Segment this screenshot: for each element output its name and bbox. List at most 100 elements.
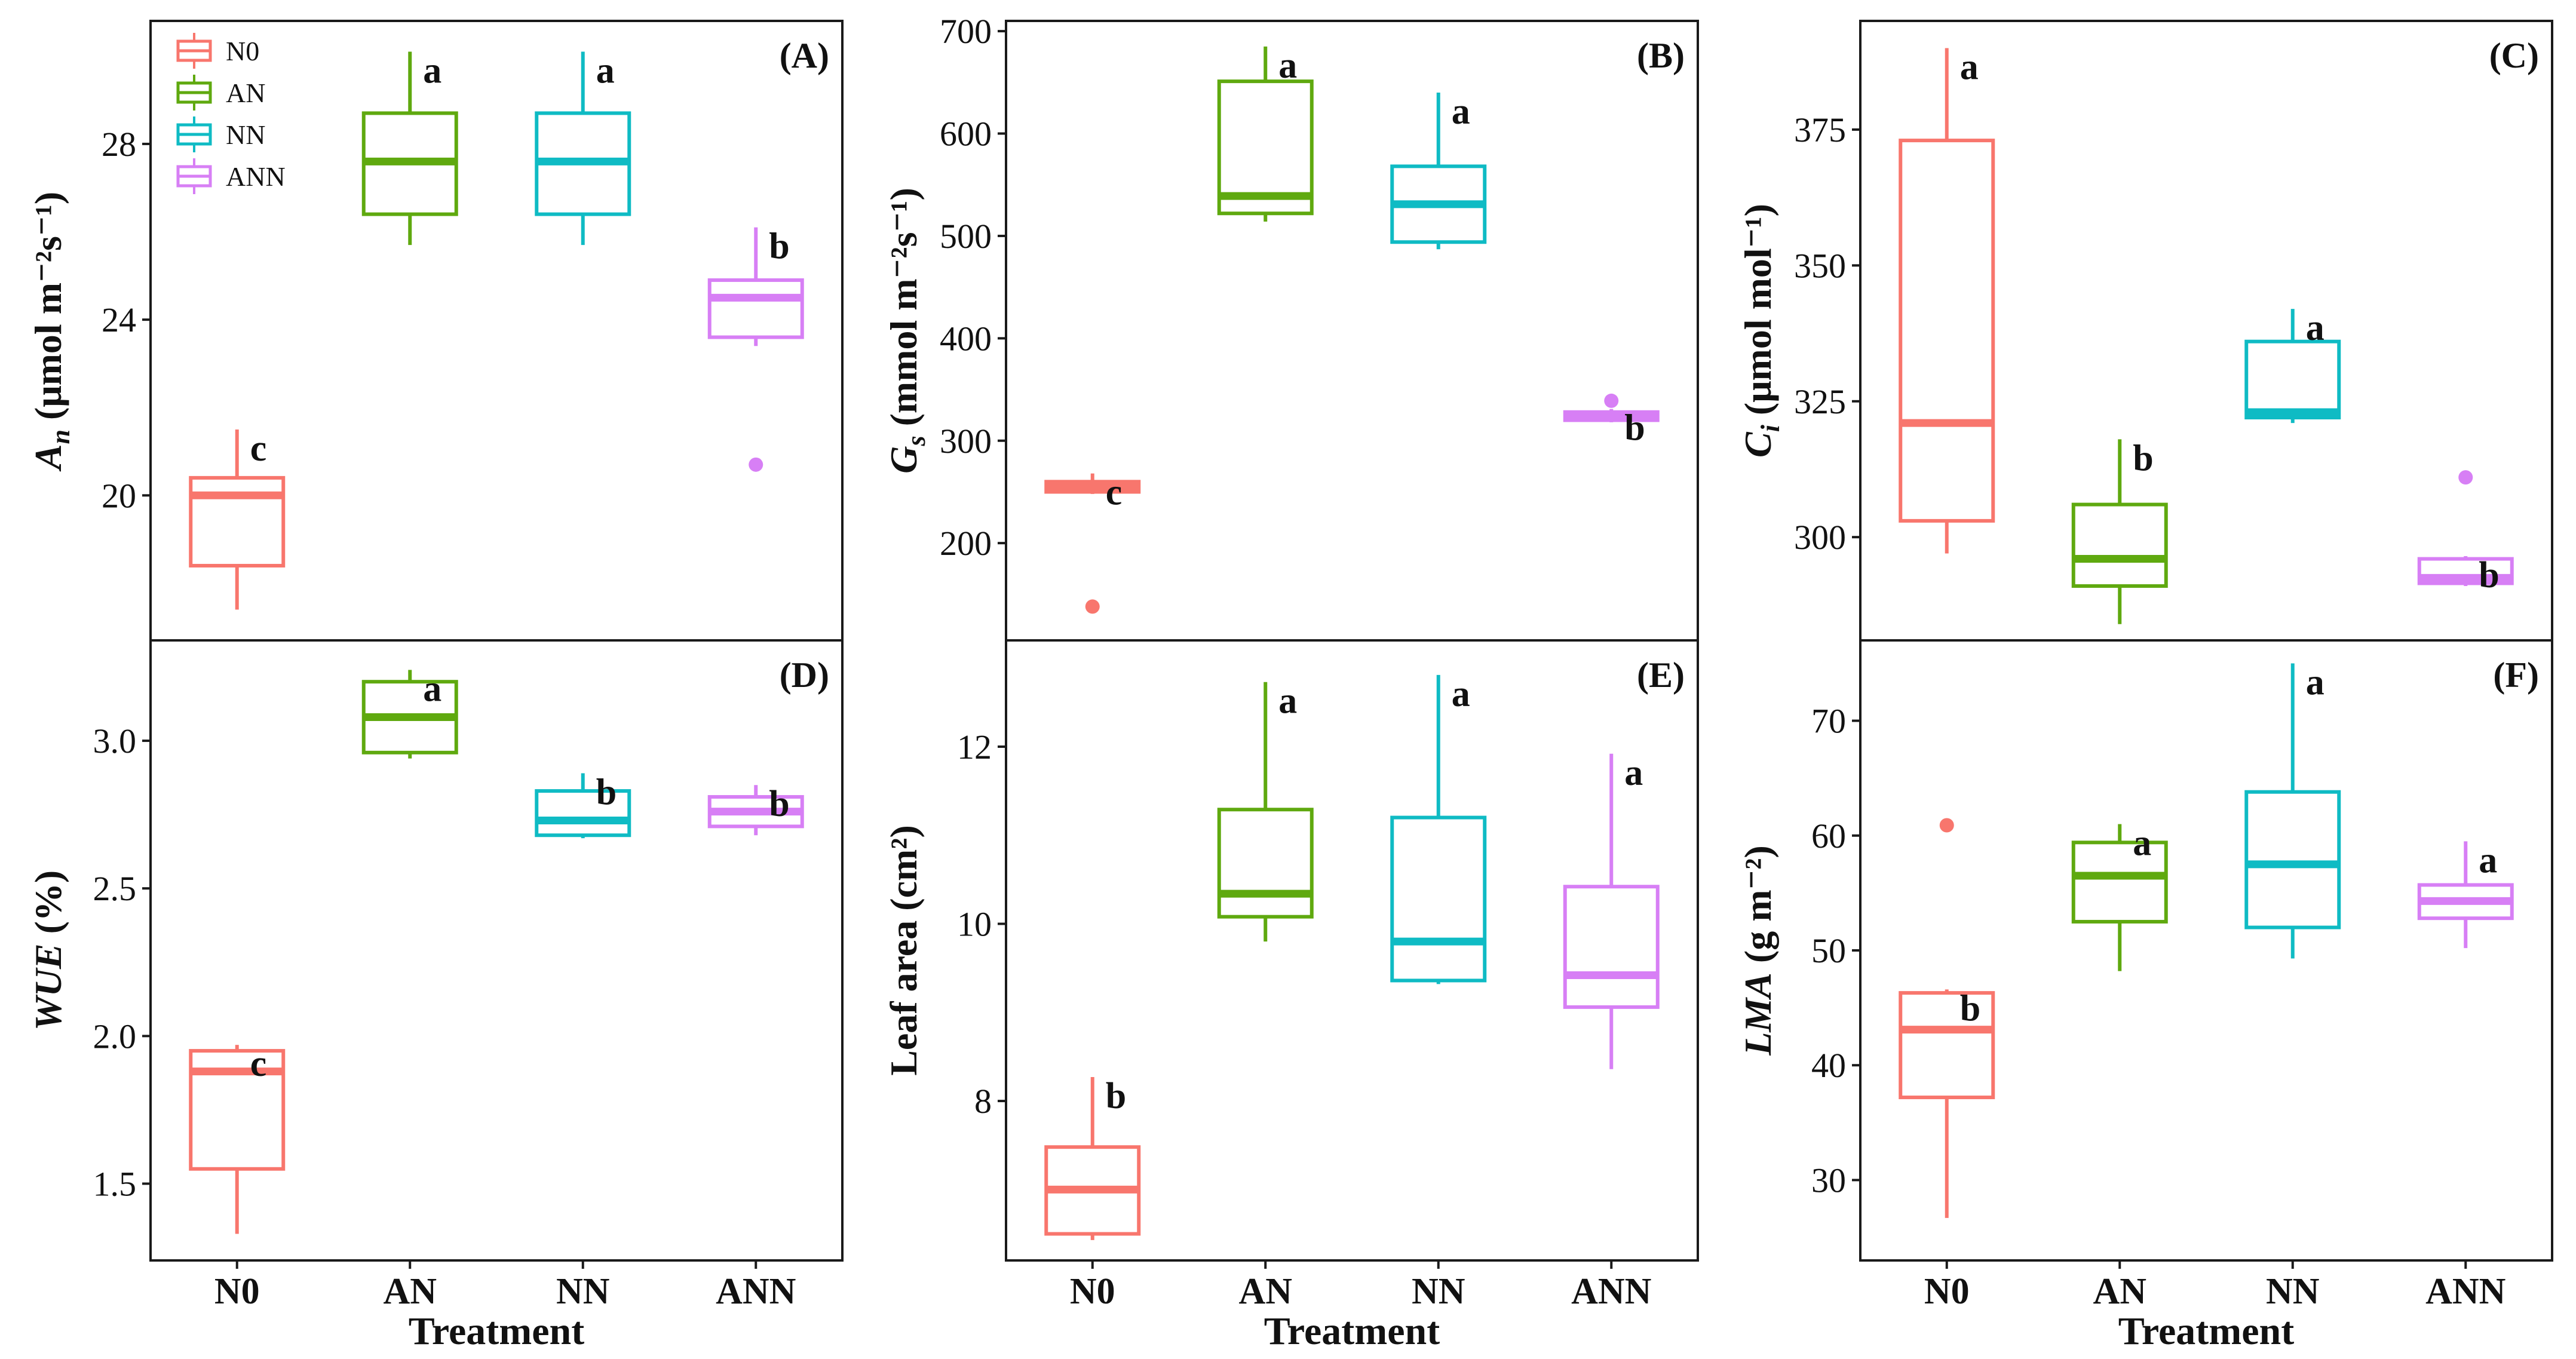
box-AN: a	[1217, 681, 1314, 942]
legend-item-ANN: ANN	[176, 158, 286, 194]
significance-letter: a	[2479, 840, 2497, 881]
y-tick-label: 2.5	[93, 869, 137, 908]
x-tick-label: AN	[383, 1271, 437, 1312]
y-axis-label-unit: (μmol mol⁻¹)	[1737, 204, 1779, 425]
panel-tag: (A)	[780, 36, 829, 75]
outlier-point	[2458, 470, 2473, 485]
panel-tag: (F)	[2493, 655, 2539, 695]
significance-letter: a	[2133, 823, 2151, 864]
significance-letter: b	[2479, 555, 2499, 596]
x-axis-label: Treatment	[1264, 1309, 1440, 1353]
significance-letter: a	[423, 668, 441, 709]
y-tick-label: 50	[1811, 931, 1846, 970]
panel-F: 30 40 50 60 70 LMA (g m⁻²) (F) b a a a N0 AN NN ANN Tre…	[1737, 639, 2553, 1353]
legend-item-N0: N0	[176, 33, 259, 69]
y-axis-label-main: LMA	[1737, 973, 1779, 1056]
y-tick-label: 500	[940, 217, 992, 256]
significance-letter: b	[769, 226, 789, 267]
panel-tag: (C)	[2489, 36, 2539, 75]
y-axis-label-main: A	[27, 444, 69, 472]
significance-letter: b	[1960, 988, 1980, 1029]
y-tick-label: 700	[940, 12, 992, 51]
y-axis-label-subscript: n	[46, 430, 75, 444]
box-ANN: a	[2417, 840, 2514, 949]
interquartile-box	[535, 789, 631, 838]
outlier-point	[1604, 393, 1619, 408]
box-AN: a	[1217, 45, 1314, 222]
significance-letter: c	[1106, 473, 1123, 513]
x-tick-label: N0	[1924, 1271, 1970, 1312]
panel-tag: (E)	[1637, 655, 1685, 695]
x-tick-label: AN	[1238, 1271, 1292, 1312]
box-NN: b	[535, 772, 631, 839]
y-tick-label: 200	[940, 524, 992, 563]
box-N0: b	[1044, 1076, 1141, 1240]
legend-item-AN: AN	[176, 75, 265, 111]
interquartile-box	[707, 278, 804, 339]
significance-letter: a	[2306, 662, 2324, 702]
y-axis-label-subscript: i	[1756, 424, 1785, 432]
x-tick-label: N0	[214, 1271, 260, 1312]
significance-letter: c	[250, 1044, 267, 1084]
box-ANN: b	[1563, 393, 1660, 449]
panel-frame	[1859, 639, 2553, 1262]
x-tick-label: N0	[1070, 1271, 1115, 1312]
box-NN: a	[535, 50, 631, 246]
box-NN: a	[1390, 91, 1487, 250]
interquartile-box	[2071, 840, 2168, 924]
x-axis-label: Treatment	[2118, 1309, 2294, 1353]
box-AN: a	[361, 668, 458, 759]
x-tick-label: NN	[1412, 1271, 1465, 1312]
box-AN: a	[2071, 823, 2168, 971]
panel-A: 20 24 28 An (μmol m⁻²s⁻¹) (A) c a a b	[27, 20, 844, 642]
x-axis-label: Treatment	[409, 1309, 584, 1353]
panel-D: 1.5 2.0 2.5 3.0 WUE (%) (D) c a b b N0 AN NN ANN Treat…	[27, 639, 844, 1353]
y-tick-label: 375	[1794, 111, 1846, 149]
panel-tag: (B)	[1637, 36, 1685, 75]
interquartile-box	[1217, 79, 1314, 216]
box-NN: a	[1390, 674, 1487, 984]
box-N0: c	[189, 428, 286, 610]
y-tick-label: 28	[102, 125, 136, 164]
significance-letter: a	[596, 50, 615, 91]
interquartile-box	[1899, 991, 1995, 1100]
significance-letter: b	[1624, 408, 1645, 449]
outlier-point	[1939, 818, 1954, 833]
x-tick-label: NN	[556, 1271, 610, 1312]
significance-letter: c	[250, 428, 267, 469]
interquartile-box	[1217, 808, 1314, 919]
x-tick-label: AN	[2093, 1271, 2146, 1312]
y-axis-label-main: WUE	[27, 943, 69, 1030]
interquartile-box	[2244, 790, 2341, 929]
y-tick-label: 300	[940, 422, 992, 461]
significance-letter: a	[423, 50, 441, 91]
y-axis-label: An (μmol m⁻²s⁻¹)	[27, 192, 75, 472]
significance-letter: a	[2306, 308, 2324, 348]
y-axis-label: Leaf area (cm²)	[882, 825, 925, 1076]
significance-letter: b	[769, 784, 789, 824]
panel-frame	[1005, 20, 1699, 642]
y-axis-label: LMA (g m⁻²)	[1737, 845, 1779, 1056]
box-ANN: a	[1563, 753, 1660, 1069]
panel-E: 8 10 12 Leaf area (cm²) (E) b a a a N0 AN NN ANN Trea…	[882, 639, 1699, 1353]
box-N0: b	[1899, 818, 1995, 1218]
significance-letter: a	[1278, 45, 1297, 86]
box-ANN: b	[2417, 470, 2514, 596]
interquartile-box	[2244, 339, 2341, 420]
interquartile-box	[1390, 815, 1487, 983]
box-NN: a	[2244, 308, 2341, 424]
significance-letter: a	[1452, 91, 1470, 132]
box-AN: a	[361, 50, 458, 246]
y-tick-label: 325	[1794, 382, 1846, 421]
x-tick-label: ANN	[716, 1271, 796, 1312]
y-axis-label-unit: (g m⁻²)	[1737, 845, 1779, 973]
y-axis-label-main: Leaf area (cm²)	[882, 825, 925, 1076]
legend-label: N0	[226, 36, 259, 66]
significance-letter: a	[1452, 674, 1470, 714]
legend: N0 AN NN ANN	[176, 33, 286, 194]
y-axis-label: Ci (μmol mol⁻¹)	[1737, 204, 1785, 458]
y-axis-label: WUE (%)	[27, 870, 69, 1030]
significance-letter: b	[1106, 1076, 1126, 1116]
interquartile-box	[189, 476, 286, 567]
